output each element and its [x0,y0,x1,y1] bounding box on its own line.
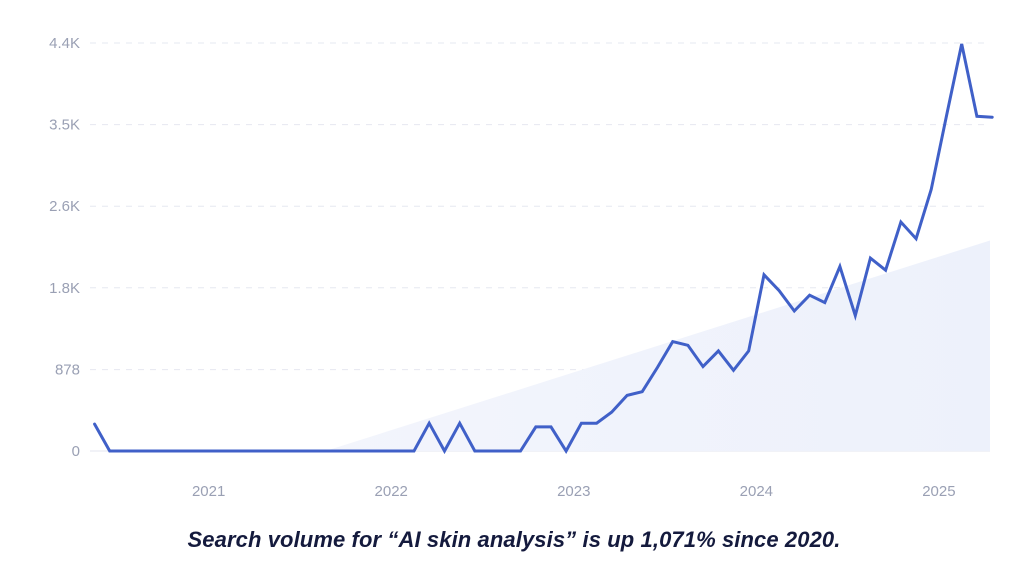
data-point-42[interactable] [730,366,738,374]
data-point-20[interactable] [395,447,403,455]
x-axis-tick-labels: 2021 2022 2023 2024 2025 [192,483,956,500]
x-tick-label-3: 2024 [740,483,773,500]
data-point-34[interactable] [608,408,616,416]
data-point-8[interactable] [212,447,220,455]
data-point-54[interactable] [912,235,920,243]
data-point-6[interactable] [182,447,190,455]
y-tick-label-0: 0 [72,443,80,460]
data-point-0[interactable] [91,420,99,428]
data-point-13[interactable] [288,447,296,455]
data-point-4[interactable] [151,447,159,455]
data-point-19[interactable] [380,447,388,455]
data-point-15[interactable] [319,447,327,455]
chart-caption: Search volume for “AI skin analysis” is … [187,527,841,552]
data-point-56[interactable] [943,111,951,119]
data-point-57[interactable] [958,40,966,48]
trend-area-layer [325,240,990,451]
data-point-21[interactable] [410,447,418,455]
y-axis-tick-labels: 0 878 1.8K 2.6K 3.5K 4.4K [49,35,80,460]
data-point-32[interactable] [577,419,585,427]
data-point-23[interactable] [441,447,449,455]
data-point-52[interactable] [882,266,890,274]
data-point-18[interactable] [364,447,372,455]
y-tick-label-3: 2.6K [49,198,80,215]
data-point-31[interactable] [562,447,570,455]
data-point-53[interactable] [897,218,905,226]
y-tick-label-1: 878 [55,362,80,379]
data-point-55[interactable] [927,186,935,194]
data-point-17[interactable] [349,447,357,455]
data-point-39[interactable] [684,341,692,349]
data-point-10[interactable] [243,447,251,455]
data-point-47[interactable] [806,291,814,299]
data-point-1[interactable] [106,447,114,455]
trend-area [325,240,990,451]
data-point-33[interactable] [593,419,601,427]
data-point-7[interactable] [197,447,205,455]
data-point-2[interactable] [121,447,129,455]
data-point-50[interactable] [851,312,859,320]
data-point-22[interactable] [425,419,433,427]
data-point-28[interactable] [517,447,525,455]
data-point-51[interactable] [866,254,874,262]
data-point-43[interactable] [745,347,753,355]
data-point-29[interactable] [532,423,540,431]
y-tick-label-4: 3.5K [49,117,80,134]
x-tick-label-1: 2022 [375,483,408,500]
x-tick-label-0: 2021 [192,483,225,500]
x-tick-label-2: 2023 [557,483,590,500]
series-line-layer [91,40,996,455]
data-point-12[interactable] [273,447,281,455]
data-point-48[interactable] [821,299,829,307]
data-point-49[interactable] [836,263,844,271]
data-point-35[interactable] [623,391,631,399]
data-point-24[interactable] [456,419,464,427]
data-point-36[interactable] [638,388,646,396]
data-point-30[interactable] [547,423,555,431]
y-tick-label-5: 4.4K [49,35,80,52]
series-line-0 [93,43,994,455]
data-point-3[interactable] [136,447,144,455]
data-point-46[interactable] [790,307,798,315]
data-point-45[interactable] [775,287,783,295]
data-point-25[interactable] [471,447,479,455]
data-point-37[interactable] [653,364,661,372]
data-point-11[interactable] [258,447,266,455]
data-point-5[interactable] [167,447,175,455]
data-point-16[interactable] [334,447,342,455]
data-point-27[interactable] [501,447,509,455]
x-tick-label-4: 2025 [922,483,955,500]
data-point-40[interactable] [699,363,707,371]
data-point-26[interactable] [486,447,494,455]
data-point-44[interactable] [760,271,768,279]
data-point-9[interactable] [228,447,236,455]
data-point-59[interactable] [988,113,996,121]
data-point-58[interactable] [973,112,981,120]
data-point-38[interactable] [669,338,677,346]
data-point-41[interactable] [714,347,722,355]
y-tick-label-2: 1.8K [49,280,80,297]
data-point-14[interactable] [304,447,312,455]
